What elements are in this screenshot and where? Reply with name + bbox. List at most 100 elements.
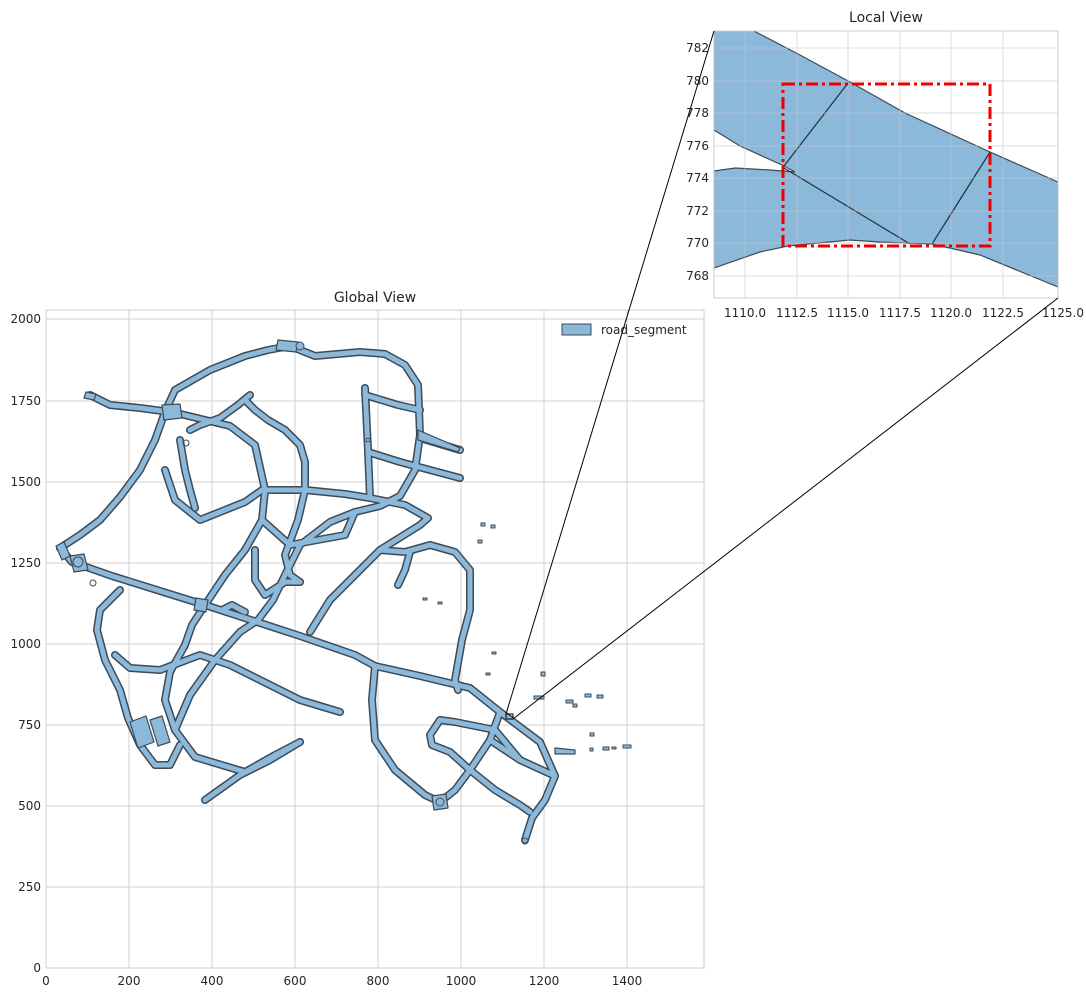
x-tick-label: 1122.5: [982, 306, 1024, 320]
global-plot-area: [45, 309, 705, 969]
road-segment: [565, 699, 574, 704]
road-segment: [589, 747, 594, 752]
road-segment: [491, 651, 497, 655]
x-tick-label: 400: [201, 974, 224, 988]
y-tick-label: 772: [686, 204, 709, 218]
road-segment: [480, 522, 486, 527]
road-segment: [365, 437, 371, 443]
road-segment: [149, 715, 171, 747]
focus-marker: [505, 713, 514, 720]
road-segment: [57, 545, 558, 779]
road-segment: [275, 339, 299, 353]
global-y-ticks: 0 250 500 750 1000 1250 1500 1750 2000: [10, 312, 41, 975]
road-segment: [596, 694, 604, 699]
local-y-ticks: 768 770 772 774 776 778 780 782: [686, 41, 709, 283]
y-tick-label: 1500: [10, 475, 41, 489]
legend-label: road_segment: [601, 323, 687, 337]
road-segment: [161, 403, 183, 421]
x-tick-label: 1110.0: [724, 306, 766, 320]
road-segment: [129, 715, 155, 749]
road-segment: [112, 652, 343, 715]
road-segment: [187, 392, 253, 433]
x-tick-label: 1000: [446, 974, 477, 988]
road-segment: [162, 467, 265, 523]
road-segment: [435, 797, 445, 807]
road-segment: [177, 437, 198, 511]
road-segment: [602, 746, 610, 751]
road-segment: [242, 397, 308, 493]
road-segment: [87, 392, 173, 415]
road-segment: [427, 717, 473, 773]
x-tick-label: 1117.5: [879, 306, 921, 320]
local-view-panel: Local View: [686, 10, 1084, 320]
y-tick-label: 250: [18, 880, 41, 894]
x-tick-label: 1115.0: [827, 306, 869, 320]
global-view-title: Global View: [334, 290, 416, 306]
road-segment: [259, 509, 358, 548]
y-tick-label: 774: [686, 171, 709, 185]
x-tick-label: 1200: [529, 974, 560, 988]
y-tick-label: 1750: [10, 394, 41, 408]
x-tick-label: 200: [118, 974, 141, 988]
y-tick-label: 0: [33, 961, 41, 975]
road-segment: [377, 542, 473, 693]
local-x-ticks: 1110.0 1112.5 1115.0 1117.5 1120.0 1122.…: [724, 306, 1084, 320]
x-tick-label: 1112.5: [776, 306, 818, 320]
road-segment: [437, 601, 443, 605]
road-segment: [540, 671, 546, 677]
y-tick-label: 768: [686, 269, 709, 283]
global-x-ticks: 0 200 400 600 800 1000 1200 1400: [42, 974, 642, 988]
y-tick-label: 1250: [10, 556, 41, 570]
road-segment: [422, 597, 428, 601]
road-fill: [57, 343, 558, 843]
road-segment: [477, 539, 483, 544]
y-tick-label: 782: [686, 41, 709, 55]
y-tick-label: 778: [686, 106, 709, 120]
highlight-box: [781, 82, 992, 248]
local-plot-frame: [713, 30, 1059, 299]
x-tick-label: 1120.0: [930, 306, 972, 320]
road-segment: [94, 587, 183, 768]
road-segment: [282, 487, 308, 585]
road-segment: [467, 767, 533, 815]
road-segment: [362, 392, 423, 413]
road-segment: [490, 524, 496, 529]
road-segment: [72, 556, 84, 568]
road-segment: [83, 391, 97, 401]
connector-line: [512, 297, 1059, 720]
y-tick-label: 500: [18, 799, 41, 813]
road-network: [55, 339, 632, 845]
local-view-title: Local View: [849, 10, 923, 26]
x-tick-label: 1400: [612, 974, 643, 988]
road-segment: [622, 744, 632, 749]
road-segment: [295, 341, 305, 351]
global-view-panel: Global View: [10, 290, 705, 988]
x-tick-label: 800: [367, 974, 390, 988]
road-segment: [521, 837, 529, 845]
legend: road_segment: [561, 323, 687, 337]
x-tick-label: 1125.0: [1042, 306, 1084, 320]
road-segment: [182, 439, 190, 447]
road-segment: [611, 746, 617, 750]
road-seam: [931, 151, 991, 245]
road-segment: [522, 773, 558, 843]
road-seam: [783, 167, 911, 245]
x-tick-label: 0: [42, 974, 50, 988]
road-segment: [554, 747, 576, 755]
road-segment: [219, 602, 248, 615]
legend-swatch: [561, 323, 592, 336]
road-segment: [365, 449, 463, 481]
local-grid: [714, 31, 1058, 298]
road-segment: [417, 429, 461, 453]
road-segment: [202, 739, 303, 803]
local-road: [714, 31, 1058, 288]
road-segment: [252, 547, 303, 598]
y-tick-label: 776: [686, 139, 709, 153]
road-segment: [589, 732, 595, 737]
road-segment: [485, 672, 491, 676]
road-segment: [193, 597, 209, 613]
road-seam: [783, 82, 849, 167]
road-segment: [437, 717, 523, 763]
road-segment: [395, 549, 413, 588]
